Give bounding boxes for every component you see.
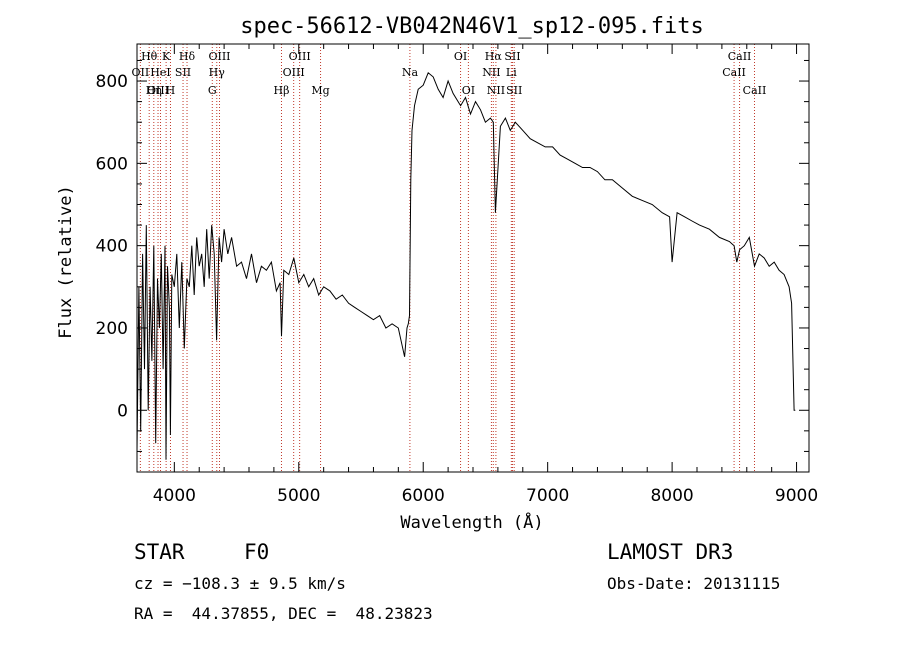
spectral-line-label: H <box>166 84 176 97</box>
coordinates: RA = 44.37855, DEC = 48.23823 <box>134 604 433 623</box>
y-tick-label: 200 <box>96 319 128 339</box>
spectral-line-label: NII <box>482 66 500 79</box>
spectral-line-label: Mg <box>311 84 329 97</box>
x-tick-label: 9000 <box>775 486 818 506</box>
spectral-line-label: Hδ <box>179 50 196 63</box>
spectral-line-label: OI <box>462 84 475 97</box>
spectral-line-label: OIII <box>147 84 169 97</box>
x-tick-label: 6000 <box>402 486 445 506</box>
spectral-line-markers <box>139 44 755 472</box>
y-tick-label: 0 <box>117 401 128 421</box>
object-class: STAR <box>134 540 185 564</box>
spectral-line-label: CaII <box>722 66 746 79</box>
obs-date: Obs-Date: 20131115 <box>607 574 781 593</box>
spectral-line-label: G <box>208 84 217 97</box>
spectral-line-label: NII <box>487 84 505 97</box>
spectral-line-label: CaII <box>743 84 767 97</box>
spectral-line-label: CaII <box>728 50 752 63</box>
spectral-line-label: SII <box>506 84 522 97</box>
spectral-line-label: Hη <box>146 84 162 97</box>
spectral-line-label: SII <box>504 50 520 63</box>
spectral-line-label: K <box>162 50 171 63</box>
y-tick-label: 800 <box>96 72 128 92</box>
spectral-line-label: OII <box>132 66 150 79</box>
spectral-line-label: Hθ <box>141 50 158 63</box>
spectral-line-label: OI <box>454 50 467 63</box>
spectral-line-label: Hγ <box>209 66 226 79</box>
x-tick-label: 4000 <box>153 486 196 506</box>
spectral-line-label: OIII <box>289 50 311 63</box>
spectral-line-label: OIII <box>283 66 305 79</box>
spectral-line-label: Li <box>506 66 517 79</box>
y-tick-label: 600 <box>96 154 128 174</box>
redshift-readout: cz = −108.3 ± 9.5 km/s <box>134 574 346 593</box>
x-tick-label: 8000 <box>650 486 693 506</box>
spectral-subclass: F0 <box>244 540 270 564</box>
x-axis-label: Wavelength (Å) <box>400 511 543 533</box>
spectral-line-label: Hα <box>485 50 503 63</box>
spectral-line-label: SII <box>175 66 191 79</box>
spectral-line-label: Hβ <box>274 84 290 97</box>
x-tick-label: 7000 <box>526 486 569 506</box>
y-axis-label: Flux (relative) <box>56 185 76 339</box>
plot-axes: 4000 5000 6000 7000 8000 9000 0 200 400 600 800 <box>96 43 818 506</box>
spectral-line-label: HeI <box>150 66 170 79</box>
chart-title: spec-56612-VB042N46V1_sp12-095.fits <box>240 14 704 39</box>
spectral-line-label: Na <box>402 66 419 79</box>
x-tick-label: 5000 <box>277 486 320 506</box>
y-tick-label: 400 <box>96 237 128 257</box>
spectral-line-label: OIII <box>208 50 230 63</box>
spectrum-line <box>136 71 796 460</box>
survey-name: LAMOST DR3 <box>607 540 734 564</box>
